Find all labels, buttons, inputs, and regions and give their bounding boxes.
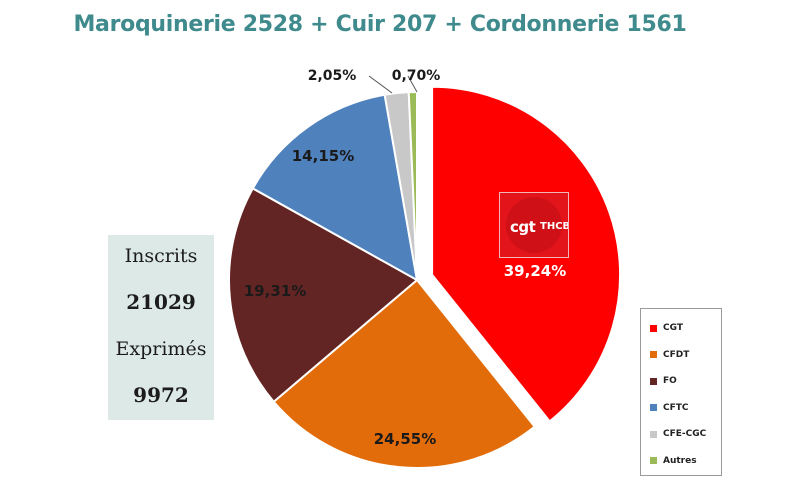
legend-label: FO (663, 376, 677, 386)
legend-swatch (650, 377, 657, 385)
legend-item-cgt: CGT (650, 321, 683, 335)
logo-text-cgt: cgt (510, 218, 536, 236)
legend-swatch (650, 430, 657, 438)
legend-swatch (650, 351, 657, 358)
legend-label: CGT (663, 323, 683, 333)
pie-slice-cfdt (272, 278, 537, 469)
chart-legend: CGT CFDT FO CFTC CFE-CGC Autres (640, 308, 722, 476)
data-label-autres: 0,70% (392, 68, 441, 84)
data-label-fo: 19,31% (244, 282, 306, 300)
inscrits-value: 21029 (126, 290, 196, 314)
leader-line (368, 75, 393, 94)
exprimes-value: 9972 (133, 383, 189, 407)
stats-panel: Inscrits 21029 Exprimés 9972 (108, 235, 214, 420)
exprimes-label: Exprimés (115, 338, 207, 360)
legend-item-autres: Autres (650, 454, 697, 468)
legend-item-fo: FO (650, 374, 677, 388)
data-label-cgt: 39,24% (504, 262, 566, 280)
legend-label: CFE-CGC (663, 429, 707, 439)
logo-text-thcb: THCB (540, 221, 569, 232)
legend-swatch (650, 404, 657, 411)
legend-item-cftc: CFTC (650, 401, 689, 415)
legend-item-cfe-cgc: CFE-CGC (650, 427, 706, 441)
data-label-cftc: 14,15% (292, 147, 354, 165)
legend-swatch (650, 457, 657, 464)
legend-label: Autres (663, 455, 697, 466)
legend-label: CFTC (663, 402, 689, 413)
pie-slice-cftc (251, 93, 419, 282)
inscrits-label: Inscrits (124, 245, 198, 267)
legend-item-cfdt: CFDT (650, 348, 689, 362)
legend-swatch (650, 324, 657, 332)
data-label-cfdt: 24,55% (374, 430, 436, 448)
pie-slice-fo (228, 187, 419, 404)
logo-circle (506, 197, 562, 253)
data-label-cfe-cgc: 2,05% (308, 68, 357, 84)
cgt-thcb-logo: cgt THCB (499, 192, 569, 258)
chart-title: Maroquinerie 2528 + Cuir 207 + Cordonner… (73, 12, 687, 37)
leader-line (407, 75, 418, 93)
legend-label: CFDT (663, 349, 690, 360)
